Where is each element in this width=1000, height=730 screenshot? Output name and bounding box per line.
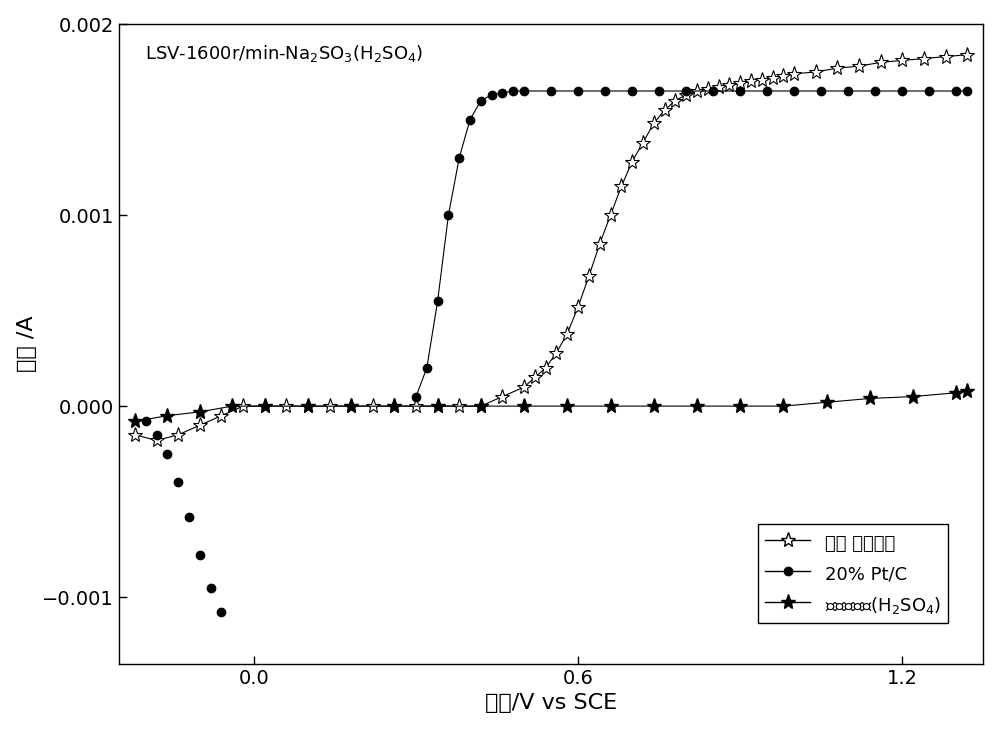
原始碳材料(H$_2$SO$_4$): [950, 388, 962, 397]
多孔 碳催化剂: [691, 87, 703, 96]
20% Pt/C: [475, 96, 487, 105]
20% Pt/C: [896, 87, 908, 96]
20% Pt/C: [599, 87, 611, 96]
20% Pt/C: [464, 115, 476, 124]
20% Pt/C: [572, 87, 584, 96]
多孔 碳催化剂: [129, 431, 141, 439]
原始碳材料(H$_2$SO$_4$): [194, 407, 206, 416]
20% Pt/C: [453, 153, 465, 162]
20% Pt/C: [545, 87, 557, 96]
20% Pt/C: [518, 87, 530, 96]
Y-axis label: 电流 /A: 电流 /A: [17, 316, 37, 372]
原始碳材料(H$_2$SO$_4$): [821, 398, 833, 407]
20% Pt/C: [410, 392, 422, 401]
20% Pt/C: [761, 87, 773, 96]
原始碳材料(H$_2$SO$_4$): [691, 402, 703, 410]
20% Pt/C: [507, 87, 519, 96]
多孔 碳催化剂: [896, 56, 908, 65]
多孔 碳催化剂: [237, 402, 249, 410]
原始碳材料(H$_2$SO$_4$): [605, 402, 617, 410]
Line: 20% Pt/C: 20% Pt/C: [412, 87, 971, 401]
Line: 原始碳材料(H$_2$SO$_4$): 原始碳材料(H$_2$SO$_4$): [127, 383, 975, 429]
20% Pt/C: [432, 296, 444, 305]
原始碳材料(H$_2$SO$_4$): [648, 402, 660, 410]
20% Pt/C: [869, 87, 881, 96]
多孔 碳催化剂: [529, 373, 541, 382]
原始碳材料(H$_2$SO$_4$): [864, 394, 876, 403]
X-axis label: 电位/V vs SCE: 电位/V vs SCE: [485, 694, 617, 713]
20% Pt/C: [486, 91, 498, 99]
原始碳材料(H$_2$SO$_4$): [388, 402, 400, 410]
20% Pt/C: [734, 87, 746, 96]
20% Pt/C: [788, 87, 800, 96]
多孔 碳催化剂: [151, 436, 163, 445]
原始碳材料(H$_2$SO$_4$): [961, 386, 973, 395]
多孔 碳催化剂: [669, 96, 681, 105]
20% Pt/C: [961, 87, 973, 96]
原始碳材料(H$_2$SO$_4$): [475, 402, 487, 410]
原始碳材料(H$_2$SO$_4$): [734, 402, 746, 410]
20% Pt/C: [442, 211, 454, 220]
原始碳材料(H$_2$SO$_4$): [432, 402, 444, 410]
20% Pt/C: [815, 87, 827, 96]
20% Pt/C: [950, 87, 962, 96]
20% Pt/C: [842, 87, 854, 96]
Legend: 多孔 碳催化剂, 20% Pt/C, 原始碳材料(H$_2$SO$_4$): 多孔 碳催化剂, 20% Pt/C, 原始碳材料(H$_2$SO$_4$): [758, 524, 948, 623]
原始碳材料(H$_2$SO$_4$): [777, 402, 789, 410]
原始碳材料(H$_2$SO$_4$): [161, 411, 173, 420]
20% Pt/C: [653, 87, 665, 96]
20% Pt/C: [707, 87, 719, 96]
原始碳材料(H$_2$SO$_4$): [561, 402, 573, 410]
20% Pt/C: [626, 87, 638, 96]
Line: 多孔 碳催化剂: 多孔 碳催化剂: [127, 47, 975, 448]
原始碳材料(H$_2$SO$_4$): [129, 417, 141, 426]
20% Pt/C: [421, 364, 433, 372]
原始碳材料(H$_2$SO$_4$): [345, 402, 357, 410]
原始碳材料(H$_2$SO$_4$): [907, 392, 919, 401]
原始碳材料(H$_2$SO$_4$): [302, 402, 314, 410]
原始碳材料(H$_2$SO$_4$): [518, 402, 530, 410]
20% Pt/C: [496, 88, 508, 97]
原始碳材料(H$_2$SO$_4$): [259, 402, 271, 410]
多孔 碳催化剂: [961, 50, 973, 59]
原始碳材料(H$_2$SO$_4$): [226, 402, 238, 410]
20% Pt/C: [680, 87, 692, 96]
20% Pt/C: [923, 87, 935, 96]
Text: LSV-1600r/min-Na$_2$SO$_3$(H$_2$SO$_4$): LSV-1600r/min-Na$_2$SO$_3$(H$_2$SO$_4$): [145, 43, 423, 64]
多孔 碳催化剂: [594, 239, 606, 248]
